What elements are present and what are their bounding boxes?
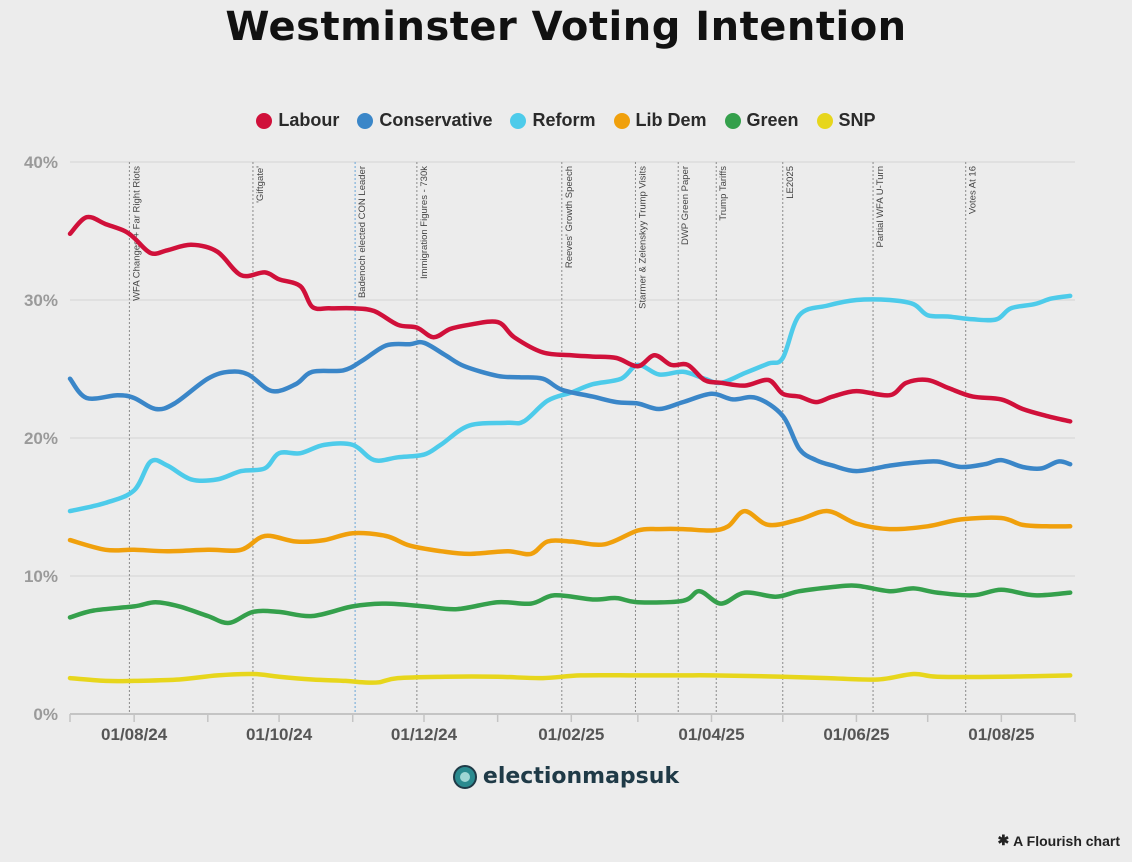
legend-item-labour[interactable]: Labour [256, 110, 339, 131]
legend-swatch [613, 112, 630, 129]
x-tick-label: 01/08/24 [101, 725, 168, 744]
annotation-label: Badenoch elected CON Leader [357, 166, 368, 298]
y-tick-label: 10% [24, 567, 58, 586]
series-line-lib-dem[interactable] [67, 508, 1073, 557]
legend-label: Conservative [379, 110, 493, 130]
annotation-label: Reeves' Growth Speech [564, 166, 575, 268]
brand-name: electionmapsuk [482, 764, 680, 789]
legend-item-lib-dem[interactable]: Lib Dem [613, 110, 707, 131]
legend-swatch [256, 112, 273, 129]
legend-swatch [357, 112, 374, 129]
asterisk-icon: ✱ [997, 832, 1010, 848]
series-line-labour[interactable] [67, 214, 1073, 424]
legend-item-snp[interactable]: SNP [816, 110, 876, 131]
annotation-label: 'Giftgate' [255, 166, 266, 203]
x-tick-label: 01/08/25 [968, 725, 1034, 744]
legend-label: Labour [278, 110, 340, 130]
series-line-green[interactable] [67, 583, 1073, 626]
legend-item-reform[interactable]: Reform [510, 110, 596, 131]
annotation-label: Votes At 16 [968, 166, 979, 214]
legend-swatch [724, 112, 741, 129]
series-line-reform[interactable] [67, 293, 1073, 514]
annotation-label: Starmer & Zelenskyy Trump Visits [637, 166, 648, 309]
x-tick-label: 01/04/25 [678, 725, 744, 744]
annotation-label: Immigration Figures - 730k [419, 166, 430, 279]
y-tick-label: 20% [24, 429, 58, 448]
credit-text: A Flourish chart [1013, 832, 1120, 849]
series-line-snp[interactable] [67, 671, 1073, 685]
legend-label: Lib Dem [635, 110, 707, 130]
legend-label: Reform [532, 110, 596, 130]
y-tick-label: 30% [24, 291, 58, 310]
x-tick-label: 01/10/24 [246, 725, 313, 744]
legend-label: Green [746, 110, 799, 130]
y-tick-label: 40% [24, 153, 58, 172]
globe-icon [452, 764, 477, 789]
x-tick-label: 01/06/25 [823, 725, 889, 744]
series-line-conservative[interactable] [67, 339, 1073, 474]
annotation-label: WFA Changes + Far Right Riots [131, 166, 142, 301]
legend-item-green[interactable]: Green [724, 110, 799, 131]
annotation-label: LE2025 [785, 166, 796, 199]
flourish-credit[interactable]: ✱ A Flourish chart [997, 832, 1120, 849]
legend-label: SNP [838, 110, 876, 130]
legend-item-conservative[interactable]: Conservative [357, 110, 492, 131]
x-tick-label: 01/02/25 [538, 725, 604, 744]
legend: Labour Conservative Reform Lib Dem Green SNP [0, 110, 1132, 131]
annotation-label: DWP Green Paper [680, 166, 691, 245]
y-tick-label: 0% [33, 705, 58, 724]
chart-title: Westminster Voting Intention [225, 4, 907, 50]
legend-swatch [510, 112, 527, 129]
legend-swatch [816, 112, 833, 129]
brand-logo: electionmapsuk [0, 764, 1132, 789]
annotation-label: Trump Tariffs [718, 166, 729, 221]
annotation-label: Partial WFA U-Turn [875, 166, 886, 247]
x-tick-label: 01/12/24 [391, 725, 458, 744]
